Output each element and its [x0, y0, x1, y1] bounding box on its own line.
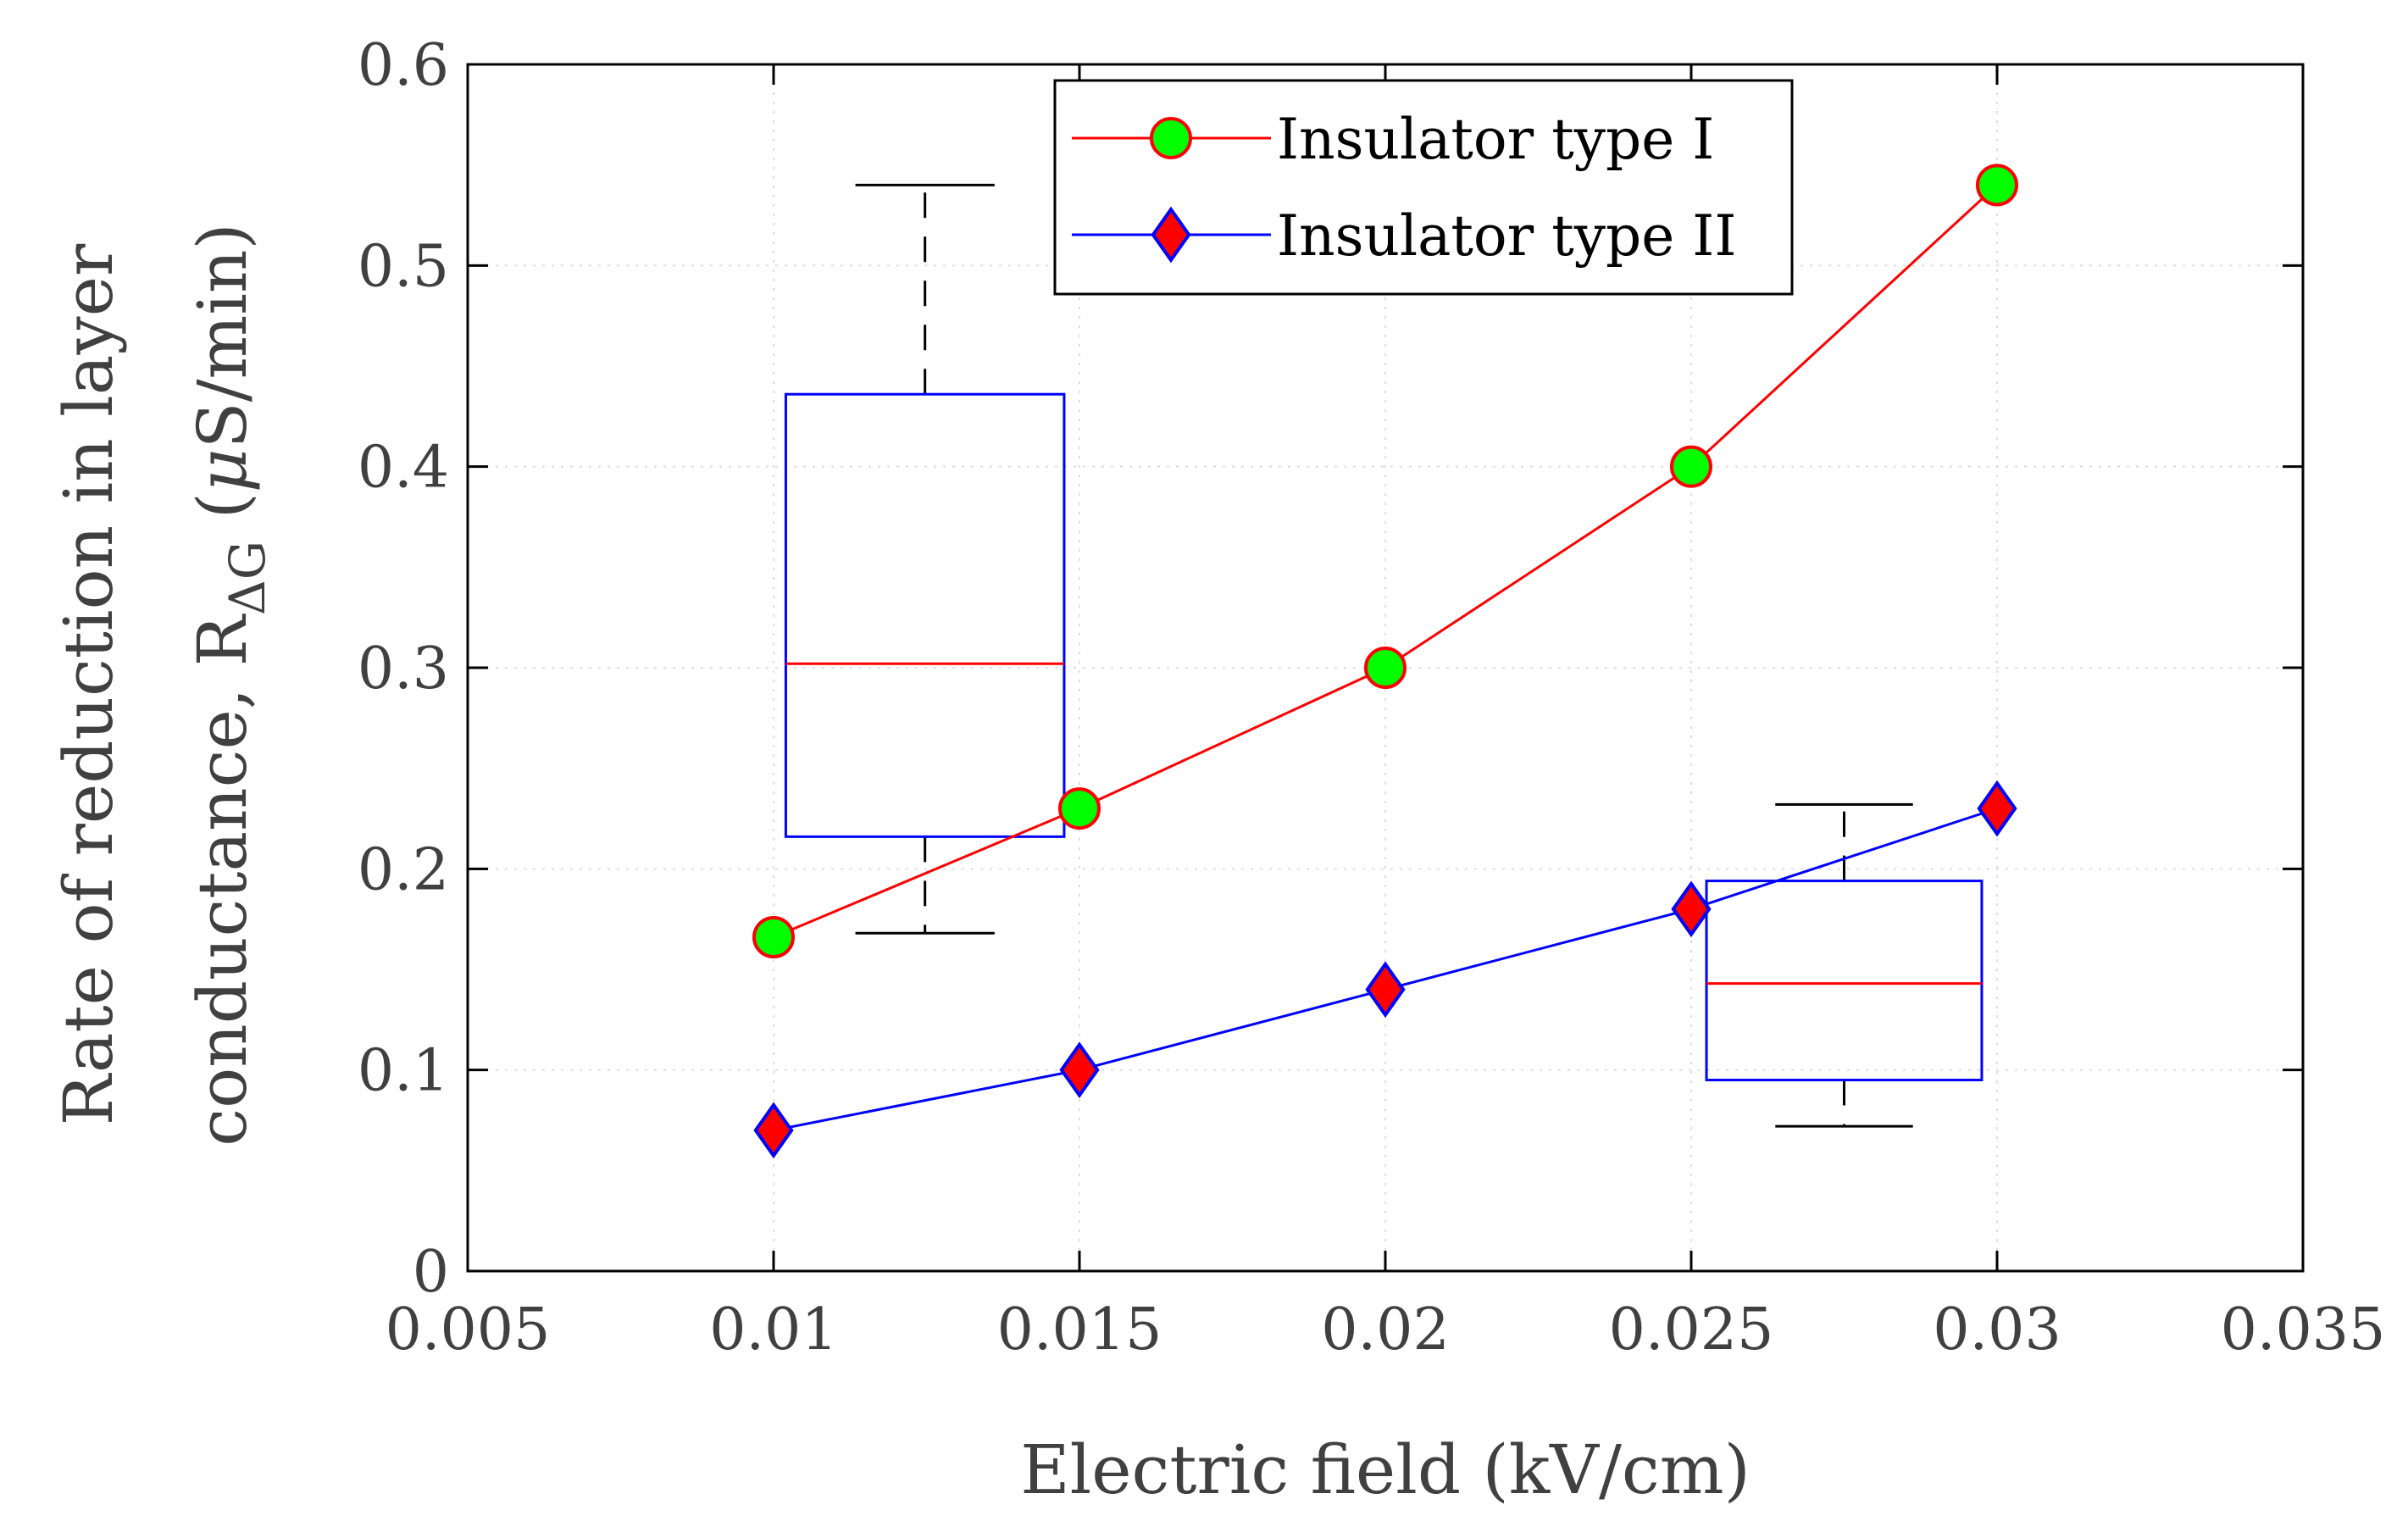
- y-axis-title-unit: S/min): [183, 223, 262, 448]
- y-axis-title: Rate of reduction in layer conductance, …: [49, 223, 276, 1146]
- y-tick-label: 0.5: [358, 233, 449, 300]
- legend-entries: Insulator type I Insulator type II: [1072, 107, 1736, 269]
- x-tick-label: 0.03: [1933, 1296, 2061, 1363]
- y-tick-label: 0.6: [358, 32, 449, 99]
- x-axis-title: Electric field (kV/cm): [1020, 1430, 1751, 1509]
- diamond-marker: [1151, 206, 1191, 264]
- y-axis-title-subscript: ΔG: [219, 541, 276, 615]
- x-tick-label: 0.005: [386, 1296, 551, 1363]
- legend-label: Insulator type II: [1277, 203, 1736, 269]
- circle-marker: [1058, 787, 1101, 830]
- x-tick-label: 0.01: [709, 1296, 837, 1363]
- boxplot: [1705, 802, 1984, 1128]
- circle-marker: [1150, 117, 1192, 159]
- y-tick-label: 0: [413, 1239, 449, 1306]
- circle-marker: [1364, 647, 1407, 689]
- legend-entry: Insulator type I: [1072, 107, 1714, 172]
- series-insulator-type-i: [752, 164, 2018, 959]
- legend: Insulator type I Insulator type II: [1053, 79, 1794, 296]
- series: [752, 164, 2018, 1159]
- circle-marker: [1976, 164, 2018, 207]
- boxplot: [784, 183, 1066, 935]
- diamond-marker: [1977, 780, 2017, 837]
- diamond-marker: [1671, 880, 1712, 938]
- y-tick-label: 0.2: [358, 836, 449, 903]
- series-insulator-type-ii: [753, 780, 2017, 1159]
- boxplot-box: [784, 392, 1066, 838]
- y-axis-title-prefix: conductance, R: [183, 613, 262, 1146]
- x-tick-label: 0.015: [997, 1296, 1162, 1363]
- y-axis-title-mu: μ: [183, 448, 262, 492]
- x-tick-label: 0.02: [1321, 1296, 1449, 1363]
- axis-ticks: 0.005 0.01 0.015 0.02 0.025 0.03 0.035 0 0.1 0.2 0…: [358, 32, 2385, 1363]
- x-tick-label: 0.035: [2221, 1296, 2386, 1363]
- legend-box: [1053, 79, 1794, 296]
- boxplot-box: [1705, 880, 1984, 1082]
- y-axis-title-line-2: conductance, RΔG (μS/min): [183, 223, 276, 1146]
- y-axis-title-open-paren: (: [183, 492, 262, 541]
- legend-entry: Insulator type II: [1072, 203, 1736, 269]
- circle-marker: [1670, 445, 1712, 488]
- y-tick-label: 0.1: [358, 1038, 449, 1105]
- legend-label: Insulator type I: [1277, 107, 1714, 172]
- diamond-marker: [1059, 1041, 1100, 1099]
- diamond-marker: [1365, 961, 1406, 1019]
- y-tick-label: 0.3: [358, 636, 449, 702]
- boxplots: [784, 183, 1984, 1128]
- grid: [468, 64, 2303, 1271]
- x-tick-label: 0.025: [1609, 1296, 1774, 1363]
- circle-marker: [752, 916, 795, 959]
- diamond-marker: [753, 1102, 794, 1159]
- y-axis-title-line-1: Rate of reduction in layer: [49, 243, 128, 1125]
- y-tick-label: 0.4: [358, 435, 449, 502]
